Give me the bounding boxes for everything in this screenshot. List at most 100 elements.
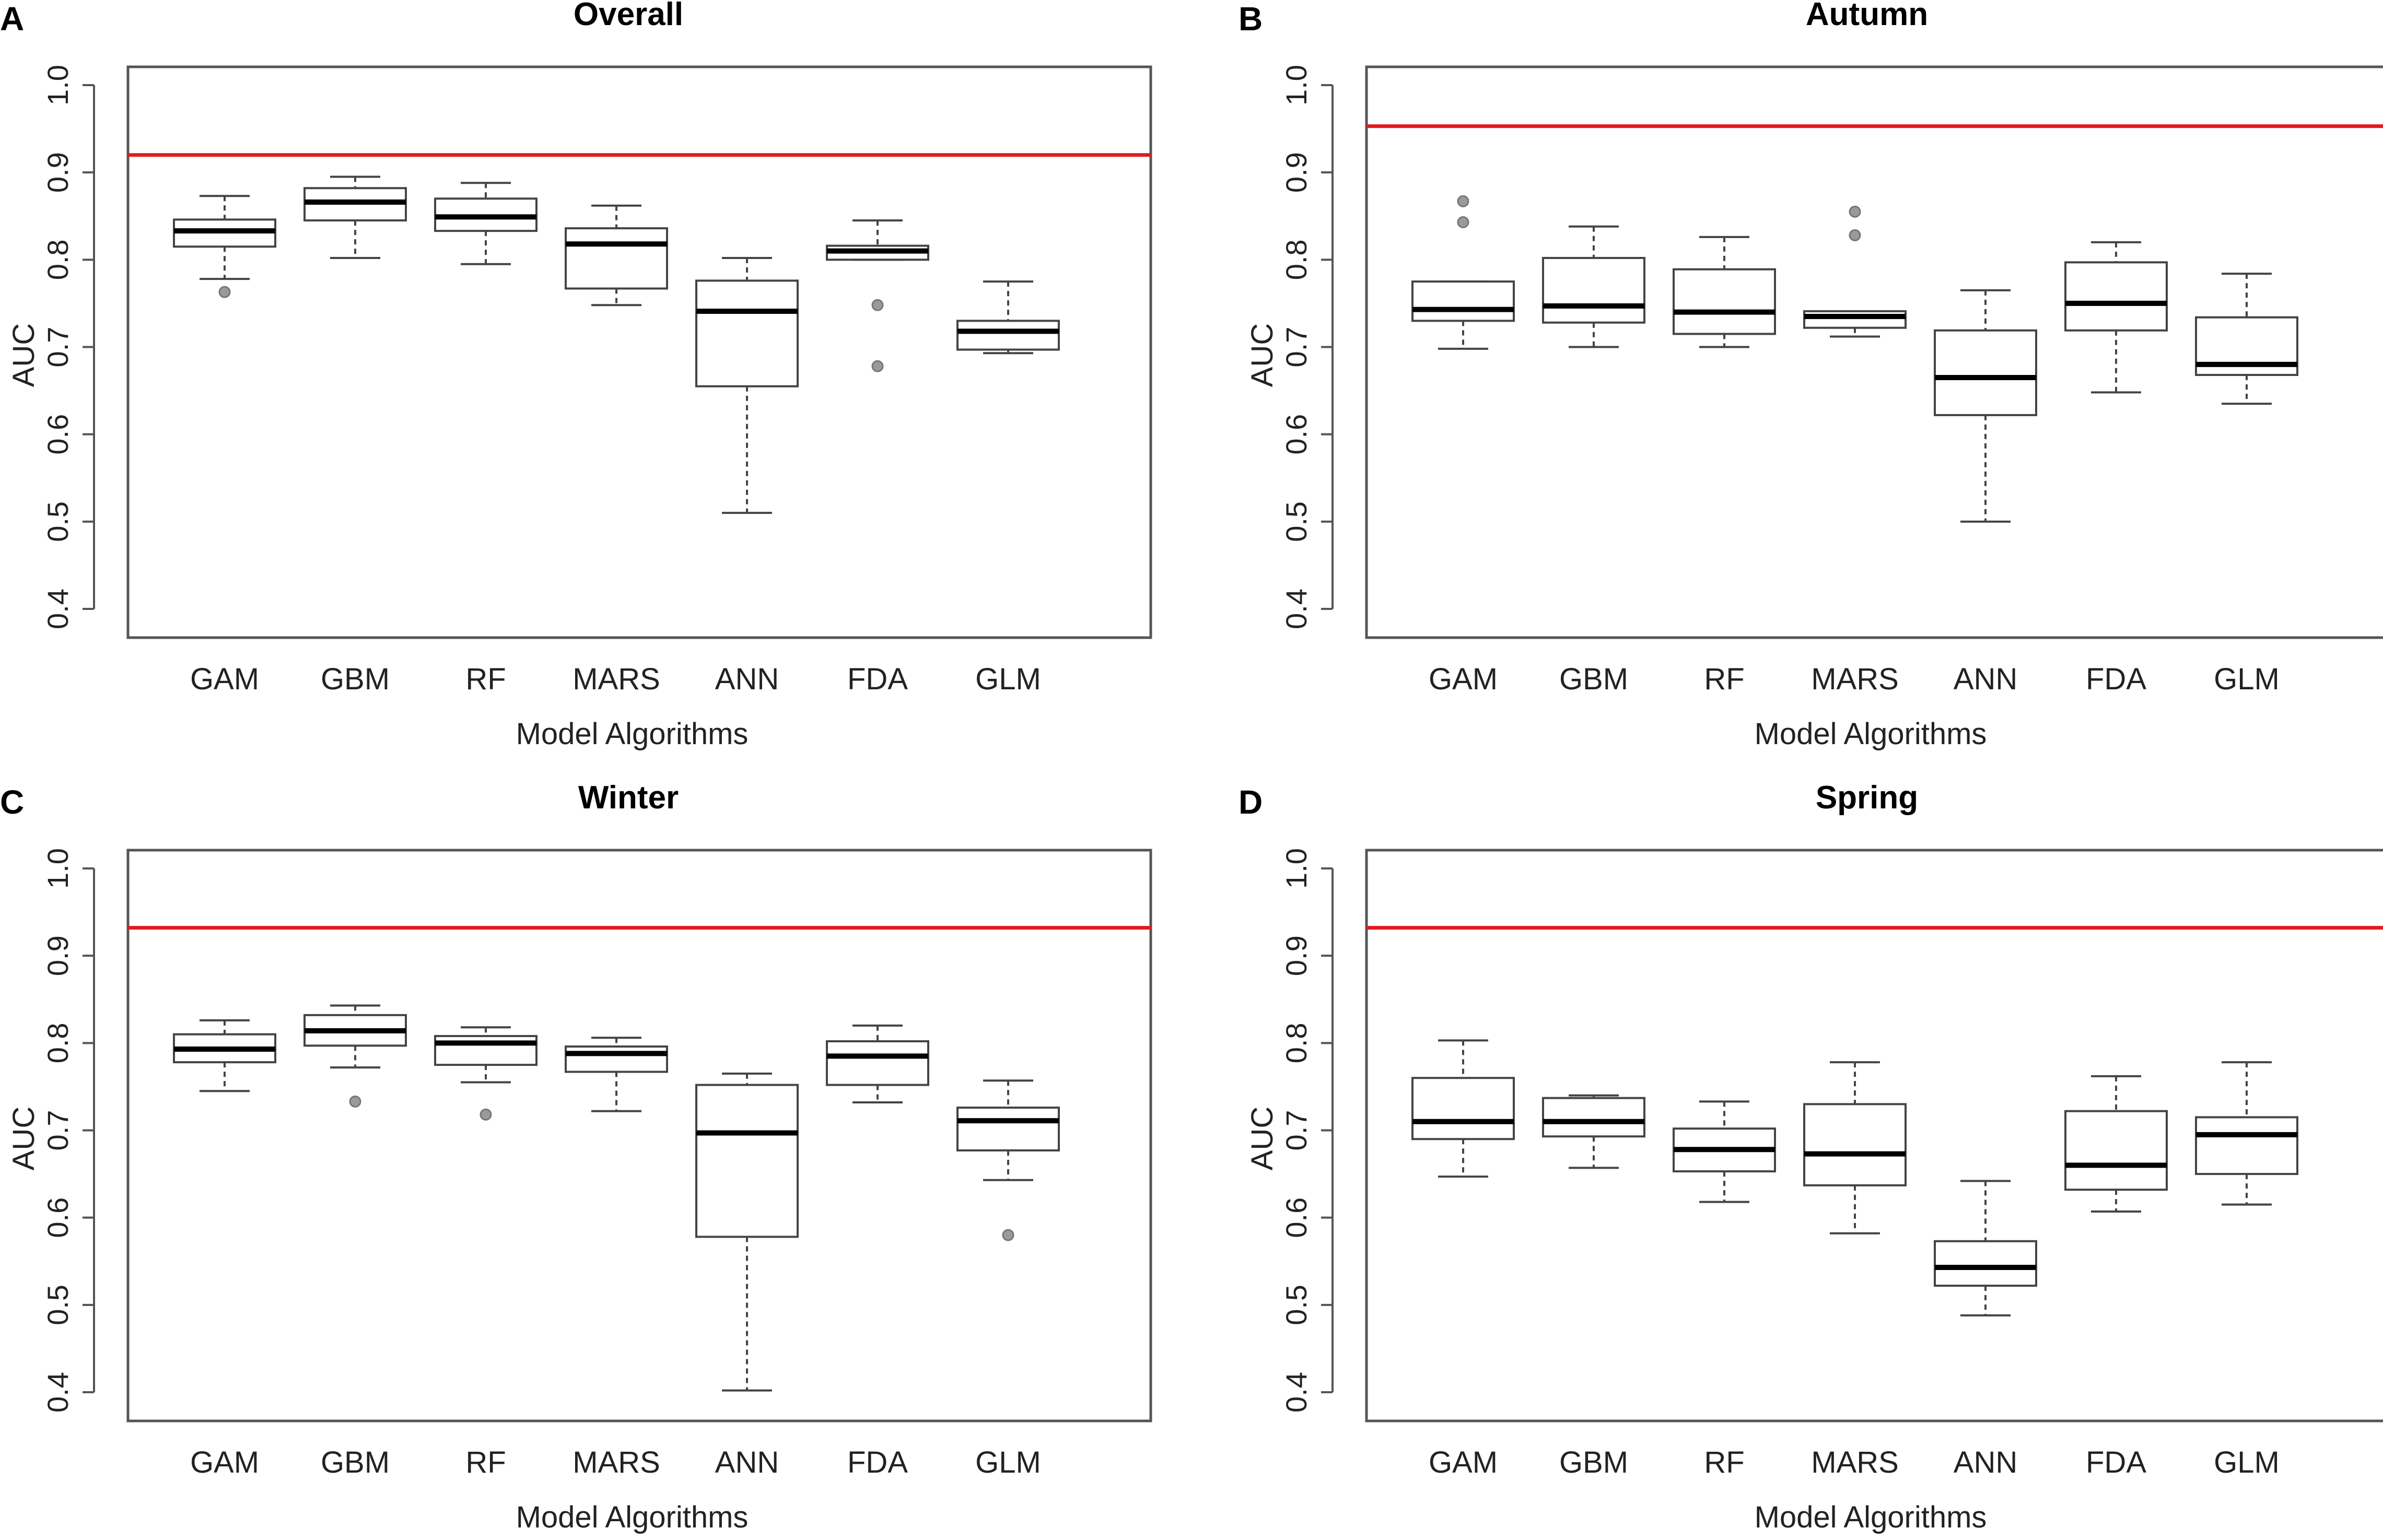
panel-title: Autumn	[1806, 0, 1928, 32]
y-tick-label: 0.9	[1280, 935, 1313, 976]
x-tick-label: GBM	[321, 1445, 390, 1479]
y-tick-label: 0.9	[41, 152, 74, 193]
plot-frame	[1365, 849, 2383, 1423]
box-mars	[1803, 1061, 1907, 1235]
box-rf	[1673, 236, 1776, 348]
plot-frame	[126, 849, 1152, 1423]
box-body	[1411, 1077, 1515, 1141]
box-fda	[2064, 1075, 2168, 1213]
box-mars	[1803, 205, 1907, 338]
box-body	[565, 1045, 668, 1073]
panel-a: A Overall 0.4 0.5 0.6 0.7 0.8 0.9 1.0 GAM GBM RF M…	[0, 0, 1152, 751]
x-tick-label: GLM	[975, 662, 1041, 696]
box-body	[1934, 1240, 2037, 1287]
y-tick-label: 0.8	[1280, 239, 1313, 280]
y-tick-label: 1.0	[1280, 848, 1313, 889]
y-tick-label: 0.7	[41, 327, 74, 368]
box-body	[695, 1084, 799, 1238]
x-tick-label: ANN	[1954, 662, 2017, 696]
y-axis-title: AUC	[1245, 1107, 1279, 1170]
box-gbm	[303, 1004, 407, 1108]
box-mars	[565, 1037, 668, 1112]
y-tick-label: 0.5	[41, 1285, 74, 1325]
panel-b: B Autumn 0.4 0.5 0.6 0.7 0.8 0.9 1.0 GAM GBM RF MA…	[1239, 0, 2383, 751]
box-ann	[1934, 289, 2037, 523]
box-body	[565, 227, 668, 290]
box-body	[1542, 1097, 1645, 1138]
y-tick-label: 0.9	[41, 935, 74, 976]
y-tick-label: 0.7	[1280, 1110, 1313, 1151]
y-tick-label: 0.7	[41, 1110, 74, 1151]
y-tick-label: 0.5	[1280, 501, 1313, 542]
x-axis-title: Model Algorithms	[1755, 717, 1987, 751]
y-tick-label: 0.8	[41, 239, 74, 280]
outlier-point	[1849, 229, 1861, 242]
y-tick-label: 0.8	[41, 1022, 74, 1063]
x-tick-label: RF	[465, 1445, 506, 1479]
panel-title: Winter	[578, 780, 679, 816]
x-tick-label: GAM	[1429, 662, 1498, 696]
y-tick-label: 1.0	[1280, 65, 1313, 105]
y-tick-label: 1.0	[41, 65, 74, 105]
x-tick-label: FDA	[847, 1445, 908, 1479]
x-tick-label: MARS	[573, 1445, 660, 1479]
x-tick-label: FDA	[2086, 662, 2146, 696]
x-tick-label: MARS	[1811, 1445, 1899, 1479]
panel-letter: D	[1239, 783, 1263, 821]
box-ann	[695, 256, 799, 514]
box-glm	[956, 1079, 1060, 1241]
outlier-point	[871, 360, 884, 372]
y-tick-label: 0.6	[41, 414, 74, 455]
box-gbm	[1542, 225, 1645, 348]
box-rf	[434, 1026, 538, 1121]
y-axis-title: AUC	[1245, 323, 1279, 387]
box-body	[1803, 1103, 1907, 1186]
x-tick-label: GAM	[190, 1445, 259, 1479]
x-tick-label: RF	[1704, 1445, 1744, 1479]
y-tick-label: 0.6	[1280, 1197, 1313, 1238]
box-fda	[826, 219, 929, 372]
x-tick-label: GAM	[190, 662, 259, 696]
plot-frame	[1365, 65, 2383, 639]
box-body	[2064, 1110, 2168, 1191]
box-fda	[2064, 241, 2168, 394]
box-glm	[2195, 273, 2298, 405]
outlier-point	[480, 1108, 492, 1121]
panel-letter: B	[1239, 0, 1263, 38]
y-tick-label: 0.7	[1280, 327, 1313, 368]
box-glm	[956, 280, 1060, 355]
y-axis-title: AUC	[7, 1107, 41, 1170]
panel-d: D Spring 0.4 0.5 0.6 0.7 0.8 0.9 1.0 GAM GBM RF MA…	[1239, 780, 2383, 1534]
x-tick-label: GLM	[2214, 662, 2280, 696]
box-body	[956, 1107, 1060, 1151]
box-rf	[1673, 1100, 1776, 1203]
outlier-point	[1457, 195, 1469, 207]
y-tick-label: 0.4	[1280, 1372, 1313, 1413]
panel-letter: C	[0, 783, 24, 821]
outlier-point	[871, 299, 884, 311]
y-tick-label: 0.4	[41, 1372, 74, 1413]
plot-content: 0.4 0.5 0.6 0.7 0.8 0.9 1.0 GAM GBM RF MARS ANN FDA G…	[1280, 848, 2383, 1479]
x-tick-label: ANN	[715, 1445, 779, 1479]
box-body	[1542, 256, 1645, 324]
x-tick-label: GAM	[1429, 1445, 1498, 1479]
box-body	[1673, 268, 1776, 335]
box-glm	[2195, 1061, 2298, 1206]
box-body	[434, 1034, 538, 1066]
x-axis-title: Model Algorithms	[516, 717, 749, 751]
y-tick-label: 0.8	[1280, 1022, 1313, 1063]
box-rf	[434, 182, 538, 265]
box-body	[2195, 1116, 2298, 1175]
y-tick-label: 0.5	[41, 501, 74, 542]
y-tick-label: 0.6	[41, 1197, 74, 1238]
panel-title: Spring	[1816, 780, 1918, 816]
x-tick-label: RF	[1704, 662, 1744, 696]
box-body	[2064, 261, 2168, 332]
x-tick-label: GBM	[1559, 662, 1628, 696]
x-tick-label: ANN	[715, 662, 779, 696]
outlier-point	[1002, 1229, 1014, 1241]
x-axis-title: Model Algorithms	[516, 1500, 749, 1534]
y-tick-label: 0.9	[1280, 152, 1313, 193]
box-gam	[1411, 1039, 1515, 1178]
plot-content: 0.4 0.5 0.6 0.7 0.8 0.9 1.0 GAM GBM RF MARS ANN FDA G…	[41, 65, 1151, 696]
